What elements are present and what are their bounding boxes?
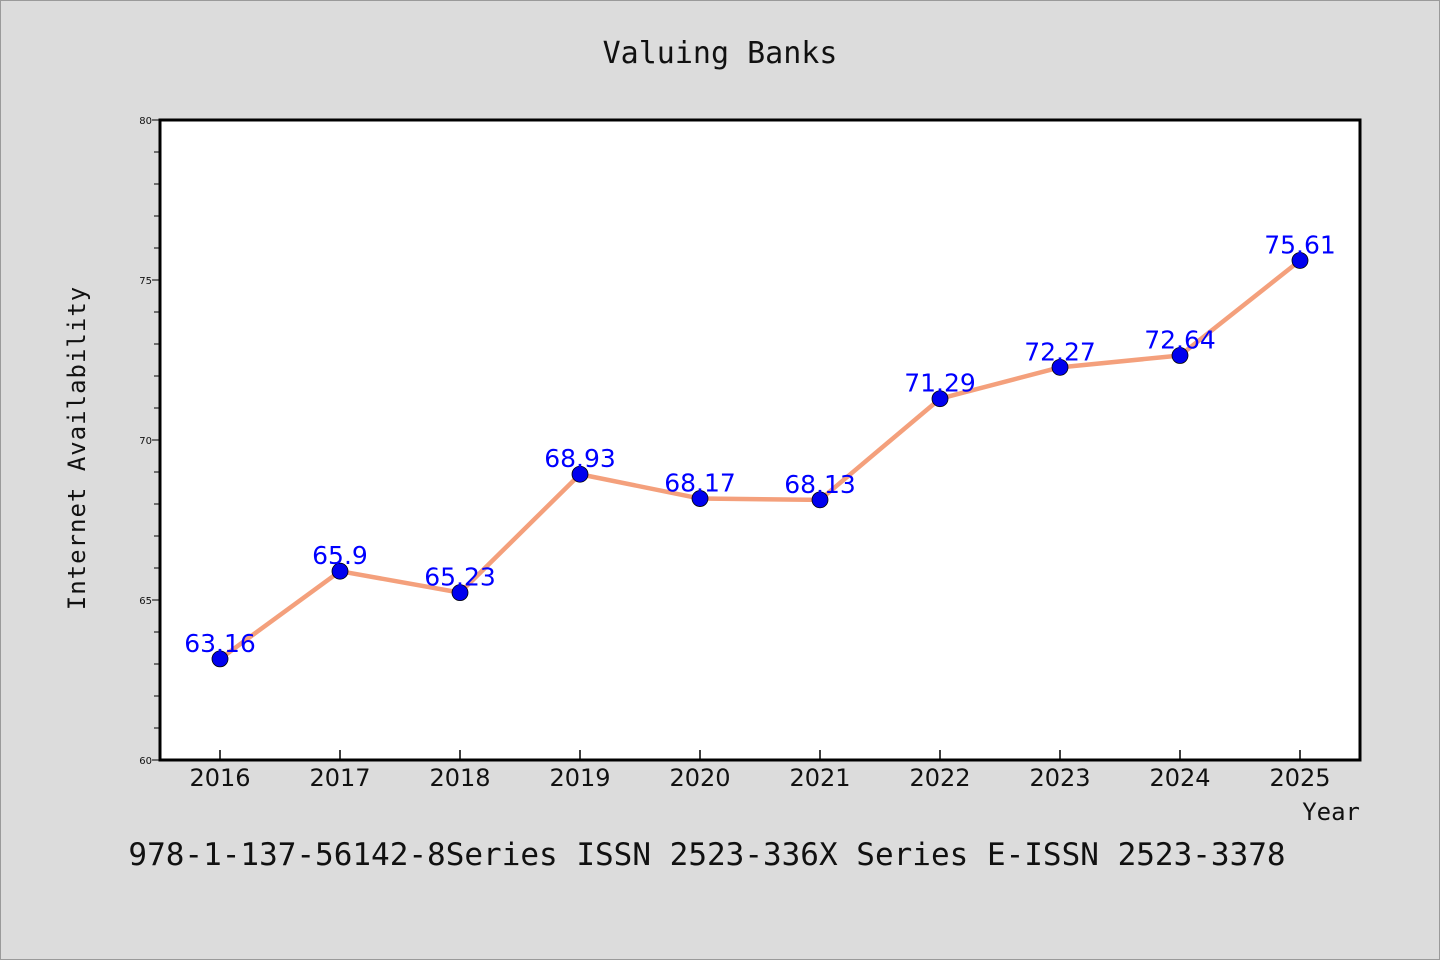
data-label: 63.16 [184, 629, 256, 658]
x-tick-label: 2025 [1269, 764, 1330, 792]
y-tick-label: 60 [139, 756, 152, 767]
x-tick-label: 2020 [669, 764, 730, 792]
series-line: 63.16 65.9 65.23 68.93 68.17 68.13 71.29 72.27 7… [184, 230, 1336, 668]
plot-background [160, 120, 1360, 760]
x-tick-label: 2019 [549, 764, 610, 792]
data-label: 68.17 [664, 469, 736, 498]
x-axis-label: Year [1302, 798, 1360, 826]
data-label: 75.61 [1264, 230, 1336, 259]
isbn-footer: 978-1-137-56142-8Series ISSN 2523-336X S… [128, 837, 1285, 873]
x-tick-label: 2024 [1149, 764, 1210, 792]
data-point [1051, 358, 1069, 376]
chart-title: Valuing Banks [603, 36, 838, 71]
y-tick-label: 75 [139, 276, 152, 287]
data-point [691, 490, 709, 507]
data-point [931, 390, 949, 408]
x-tick-label: 2023 [1029, 764, 1090, 792]
x-tick-label: 2017 [309, 764, 370, 792]
y-tick-label: 70 [139, 436, 152, 447]
y-tick-label: 80 [139, 116, 152, 127]
data-label: 72.64 [1144, 326, 1216, 355]
data-label: 68.93 [544, 444, 616, 473]
x-axis: 2016 2017 2018 2019 2020 2021 2022 2023 2024 2025 [189, 750, 1331, 792]
data-point [1291, 252, 1309, 269]
data-point [451, 584, 469, 602]
y-tick-label: 65 [139, 596, 152, 607]
x-tick-label: 2021 [789, 764, 850, 792]
data-label: 68.13 [784, 470, 856, 499]
plot-border [158, 118, 1362, 762]
y-axis-label: Internet Availability [63, 286, 91, 610]
x-tick-label: 2022 [909, 764, 970, 792]
x-tick-label: 2018 [429, 764, 490, 792]
data-point [1171, 347, 1189, 364]
data-label: 65.9 [312, 541, 368, 570]
data-label: 72.27 [1024, 337, 1096, 366]
y-axis: 60 65 70 75 80 [139, 116, 160, 767]
series-polyline [217, 258, 1303, 662]
data-point [811, 491, 829, 509]
data-point [571, 465, 589, 483]
data-label: 65.23 [424, 563, 496, 592]
x-tick-label: 2016 [189, 764, 250, 792]
data-point [211, 650, 229, 668]
data-point [331, 562, 349, 580]
data-label: 71.29 [904, 369, 976, 398]
